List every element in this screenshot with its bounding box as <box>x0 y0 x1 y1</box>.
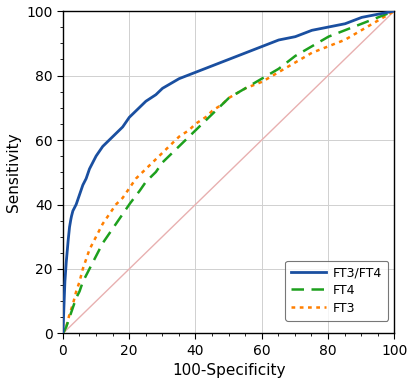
Legend: FT3/FT4, FT4, FT3: FT3/FT4, FT4, FT3 <box>285 260 388 321</box>
Y-axis label: Sensitivity: Sensitivity <box>5 132 21 212</box>
X-axis label: 100-Specificity: 100-Specificity <box>172 363 285 379</box>
